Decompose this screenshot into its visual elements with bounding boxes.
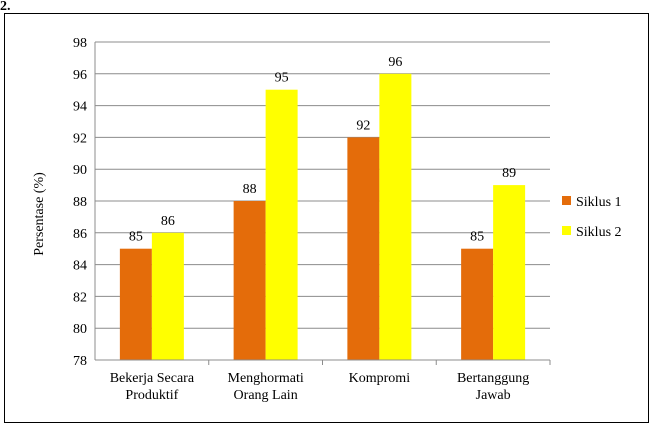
legend-label: Siklus 1 xyxy=(576,195,622,210)
chart-frame: 78 80 82 84 86 88 90 92 94 96 98 85 86 88 95 92 96 85 89 … xyxy=(4,13,649,423)
bar xyxy=(233,201,266,360)
x-tick-label: Produktif xyxy=(125,388,178,403)
bar-data-labels: 85 86 88 95 92 96 85 89 xyxy=(129,55,516,245)
legend-swatch xyxy=(562,196,571,205)
y-tick-label: 88 xyxy=(73,195,87,210)
bar-data-label: 86 xyxy=(161,214,175,229)
x-tick-label: Orang Lain xyxy=(234,388,298,403)
y-tick-label: 90 xyxy=(73,163,87,178)
y-tick-label: 84 xyxy=(73,259,87,274)
bar xyxy=(461,248,494,360)
bar-data-label: 85 xyxy=(470,230,484,245)
x-tick-label: Bertanggung xyxy=(457,371,529,386)
y-tick-label: 94 xyxy=(73,100,87,115)
y-tick-label: 98 xyxy=(73,36,87,51)
y-tick-label: 80 xyxy=(73,322,87,337)
bar-data-label: 88 xyxy=(243,182,257,197)
bar xyxy=(119,248,152,360)
y-tick-label: 96 xyxy=(73,68,87,83)
bar xyxy=(493,185,526,360)
y-tick-label: 78 xyxy=(73,354,87,369)
bar-data-label: 95 xyxy=(275,71,289,86)
y-tick-label: 82 xyxy=(73,290,87,305)
bar-data-label: 96 xyxy=(388,55,402,70)
x-tick-labels: Bekerja Secara Produktif Menghormati Orang … xyxy=(110,371,530,403)
x-tick-label: Menghormati xyxy=(228,371,304,386)
figure-caption: 2. xyxy=(0,0,11,14)
legend: Siklus 1 Siklus 2 xyxy=(562,195,622,240)
bar-data-label: 92 xyxy=(356,118,370,133)
y-tick-labels: 78 80 82 84 86 88 90 92 94 96 98 xyxy=(73,36,87,369)
bars xyxy=(119,73,526,361)
bar xyxy=(347,137,380,360)
x-tick-label: Jawab xyxy=(476,388,511,403)
bar xyxy=(379,73,412,361)
y-tick-label: 92 xyxy=(73,131,87,146)
y-axis-label: Persentase (%) xyxy=(32,172,47,256)
bar-data-label: 89 xyxy=(502,166,516,181)
bar xyxy=(151,232,184,360)
legend-label: Siklus 2 xyxy=(576,225,622,240)
bar xyxy=(265,89,298,360)
legend-swatch xyxy=(562,226,571,235)
x-tick-label: Bekerja Secara xyxy=(110,371,195,386)
x-tick-label: Kompromi xyxy=(349,371,411,386)
bar-data-label: 85 xyxy=(129,230,143,245)
y-tick-label: 86 xyxy=(73,227,87,242)
axes xyxy=(94,42,551,365)
